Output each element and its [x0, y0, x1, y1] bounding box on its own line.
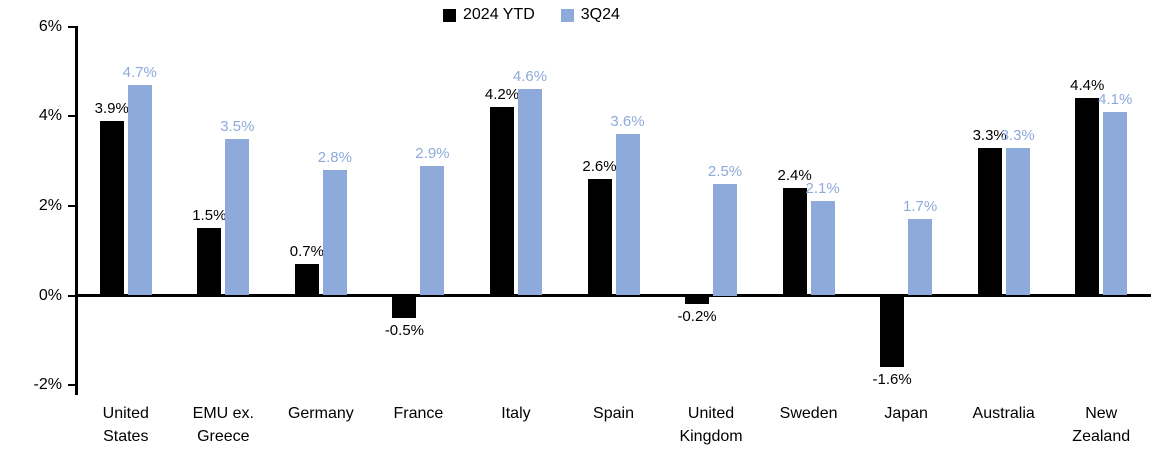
legend-item-3q24: 3Q24: [560, 6, 620, 23]
bar-2024ytd-spain: [587, 179, 612, 296]
bar-3q24-sweden: [810, 201, 835, 296]
bar-3q24-emu-ex-greece: [225, 138, 250, 296]
bar-value-3q24-new-zealand: 4.1%: [1098, 90, 1133, 108]
bar-3q24-united-kingdom: [713, 183, 738, 296]
legend-swatch-3q24-icon: [560, 8, 574, 22]
bar-value-2024ytd-emu-ex-greece: 1.5%: [192, 207, 227, 225]
bar-value-3q24-france: 2.9%: [415, 144, 450, 162]
bar-value-3q24-sweden: 2.1%: [805, 180, 840, 198]
y-axis-label-4pct: 4%: [38, 107, 62, 125]
x-axis-label-germany: Germany: [287, 405, 354, 422]
x-axis-label-united-kingdom: United Kingdom: [679, 405, 743, 445]
legend-swatch-2024-ytd-icon: [443, 8, 456, 22]
bar-2024ytd-italy: [489, 107, 514, 296]
bar-value-3q24-spain: 3.6%: [610, 113, 645, 131]
y-axis-line: [75, 26, 78, 395]
bar-2024ytd-germany: [294, 264, 319, 296]
bar-3q24-japan: [908, 219, 933, 296]
y-axis-label--2pct: -2%: [33, 376, 62, 394]
bar-value-3q24-japan: 1.7%: [903, 198, 938, 216]
bar-value-2024ytd-new-zealand: 4.4%: [1070, 77, 1105, 95]
y-axis-tick--2pct: [68, 384, 76, 387]
bar-value-3q24-italy: 4.6%: [512, 68, 548, 86]
x-axis-label-italy: Italy: [501, 405, 531, 422]
x-axis-label-united-states: United States: [102, 405, 149, 445]
bar-value-2024ytd-united-kingdom: -0.2%: [677, 308, 717, 326]
bar-value-3q24-united-states: 4.7%: [122, 63, 157, 81]
bar-value-3q24-australia: 3.3%: [1000, 126, 1035, 144]
bar-2024ytd-united-states: [99, 120, 124, 296]
bar-value-2024ytd-sweden: 2.4%: [777, 166, 812, 184]
bar-value-2024ytd-germany: 0.7%: [289, 243, 324, 261]
y-axis-label-0pct: 0%: [38, 286, 62, 304]
bar-3q24-new-zealand: [1103, 111, 1128, 296]
y-axis-tick-4pct: [68, 115, 76, 118]
legend-label-2024-ytd: 2024 YTD: [463, 6, 535, 23]
bar-2024ytd-france: [392, 295, 417, 318]
bar-3q24-italy: [517, 89, 542, 296]
y-axis-tick-0pct: [68, 294, 76, 297]
bar-value-2024ytd-spain: 2.6%: [582, 158, 617, 176]
bar-value-2024ytd-italy: 4.2%: [484, 86, 520, 104]
bar-3q24-australia: [1005, 147, 1030, 296]
x-axis-zero-line: [75, 294, 1151, 297]
bar-2024ytd-sweden: [782, 187, 807, 296]
bar-value-2024ytd-japan: -1.6%: [872, 371, 912, 389]
bar-2024ytd-united-kingdom: [685, 295, 710, 305]
bar-2024ytd-new-zealand: [1075, 98, 1100, 296]
bar-value-2024ytd-france: -0.5%: [384, 321, 424, 339]
bar-3q24-france: [420, 165, 445, 296]
y-axis-tick-2pct: [68, 204, 76, 207]
legend-item-2024-ytd: 2024 YTD: [443, 7, 535, 23]
y-axis-tick-6pct: [68, 25, 76, 28]
bar-value-2024ytd-australia: 3.3%: [972, 126, 1007, 144]
bar-2024ytd-japan: [880, 295, 905, 368]
bar-2024ytd-australia: [977, 147, 1002, 296]
bar-value-3q24-germany: 2.8%: [317, 149, 352, 167]
x-axis-label-sweden: Sweden: [779, 405, 838, 422]
bar-3q24-united-states: [127, 84, 152, 296]
x-axis-label-new-zealand: New Zealand: [1072, 405, 1131, 445]
bar-2024ytd-emu-ex-greece: [197, 228, 222, 296]
bar-value-3q24-emu-ex-greece: 3.5%: [220, 117, 255, 135]
bar-3q24-germany: [322, 170, 347, 296]
bar-3q24-spain: [615, 134, 640, 296]
bar-value-2024ytd-united-states: 3.9%: [94, 99, 129, 117]
legend-label-3q24: 3Q24: [580, 6, 620, 23]
chart-legend: 2024 YTD 3Q24: [443, 7, 620, 23]
bar-value-3q24-united-kingdom: 2.5%: [707, 162, 743, 180]
x-axis-label-australia: Australia: [972, 405, 1035, 422]
x-axis-label-japan: Japan: [884, 405, 928, 422]
x-axis-label-emu-ex-greece: EMU ex. Greece: [192, 405, 254, 445]
y-axis-label-6pct: 6%: [38, 17, 62, 35]
y-axis-label-2pct: 2%: [38, 196, 62, 214]
x-axis-label-france: France: [393, 405, 444, 422]
x-axis-label-spain: Spain: [593, 405, 634, 422]
